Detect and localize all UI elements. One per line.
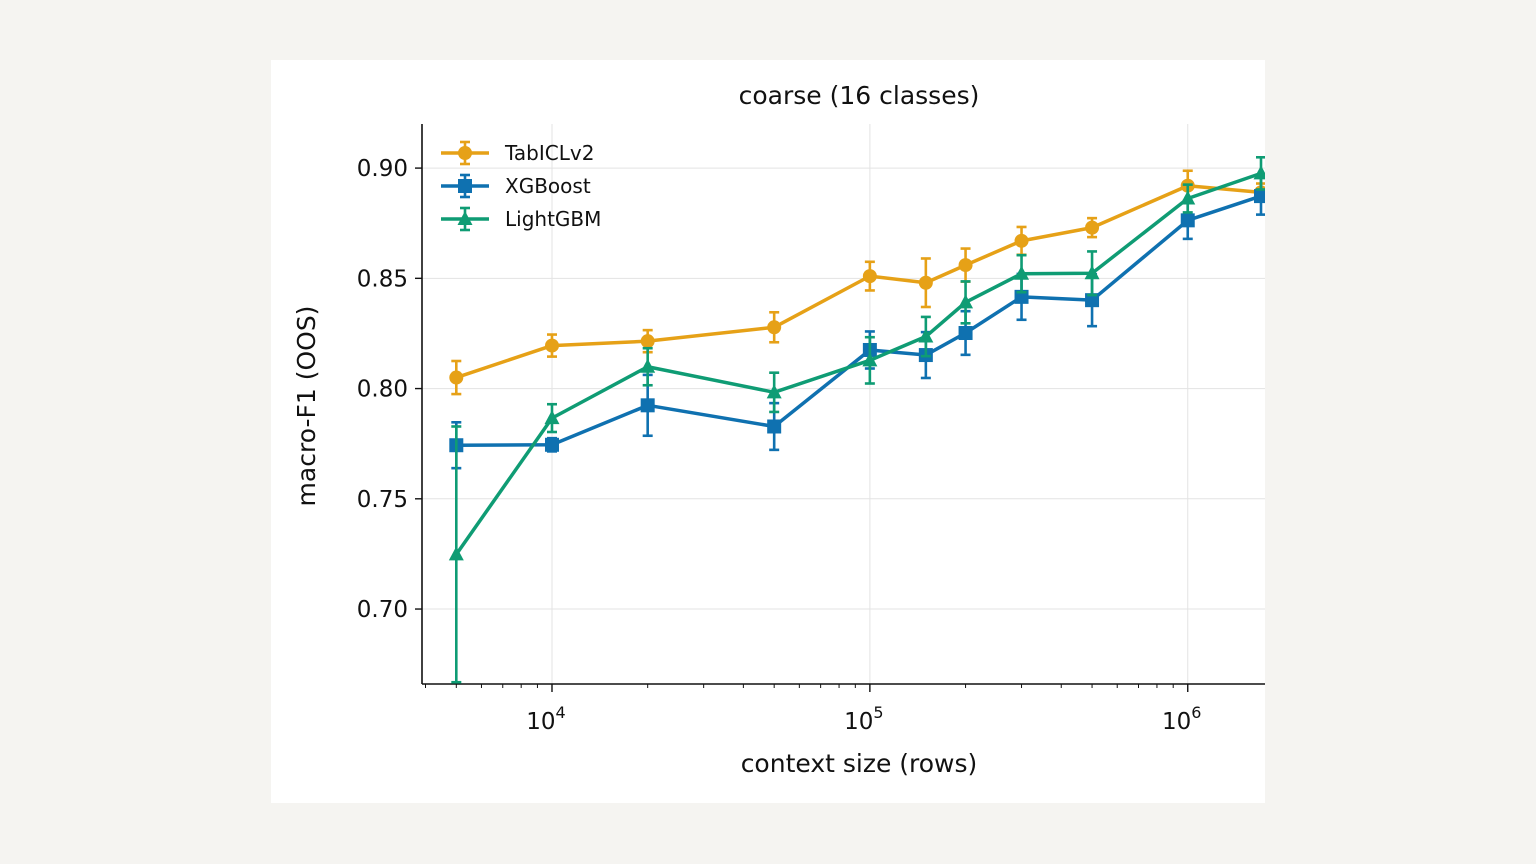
x-axis-label: context size (rows) <box>741 749 978 778</box>
y-tick-label: 0.90 <box>357 156 408 182</box>
legend-label: XGBoost <box>505 174 591 198</box>
data-point <box>767 419 782 434</box>
data-point <box>1180 190 1196 205</box>
data-point <box>767 320 782 335</box>
data-point <box>640 358 656 373</box>
data-point <box>1014 265 1030 280</box>
data-point <box>544 410 560 425</box>
data-point <box>958 294 974 309</box>
x-tick-label: 105 <box>844 703 883 735</box>
data-point <box>544 338 559 353</box>
legend-marker <box>458 179 472 193</box>
data-point <box>1253 165 1265 180</box>
y-tick-label: 0.70 <box>357 597 408 623</box>
y-axis-label: macro-F1 (OOS) <box>292 306 321 507</box>
data-point <box>958 326 973 341</box>
data-point <box>1085 293 1100 308</box>
y-tick-label: 0.75 <box>357 487 408 513</box>
data-point <box>918 275 933 290</box>
x-tick-label: 104 <box>526 703 565 735</box>
data-point <box>958 258 973 273</box>
y-tick-label: 0.85 <box>357 266 408 292</box>
series-LightGBM <box>448 155 1265 684</box>
data-point <box>640 334 655 349</box>
data-point <box>918 328 934 343</box>
legend-label: TabICLv2 <box>504 141 594 165</box>
chart-title: coarse (16 classes) <box>739 81 980 110</box>
legend-item: LightGBM <box>441 206 601 232</box>
data-point <box>766 384 782 399</box>
axes <box>421 124 1265 685</box>
data-point <box>1085 220 1100 235</box>
data-point <box>1014 233 1029 248</box>
data-point <box>1253 189 1265 204</box>
legend-marker <box>457 211 473 225</box>
data-point <box>1180 213 1195 228</box>
line-chart: 0.70 0.75 0.80 0.85 0.90 104 105 106 coarse (16… <box>292 81 1265 778</box>
legend-item: TabICLv2 <box>441 140 594 166</box>
data-point <box>862 269 877 284</box>
data-point <box>448 546 464 561</box>
x-tick-label: 106 <box>1162 703 1201 735</box>
y-tick-label: 0.80 <box>357 377 408 403</box>
data-point <box>544 437 559 452</box>
legend: TabICLv2 XGBoost LightGBM <box>441 140 601 232</box>
series-layer <box>448 155 1265 684</box>
chart-card: 0.70 0.75 0.80 0.85 0.90 104 105 106 coarse (16… <box>271 60 1265 803</box>
data-point <box>862 352 878 367</box>
legend-item: XGBoost <box>441 173 591 199</box>
ticks: 0.70 0.75 0.80 0.85 0.90 104 105 106 <box>357 156 1202 735</box>
data-point <box>640 398 655 413</box>
legend-marker <box>458 146 472 160</box>
data-point <box>449 370 464 385</box>
legend-label: LightGBM <box>505 207 601 231</box>
data-point <box>1084 265 1100 280</box>
